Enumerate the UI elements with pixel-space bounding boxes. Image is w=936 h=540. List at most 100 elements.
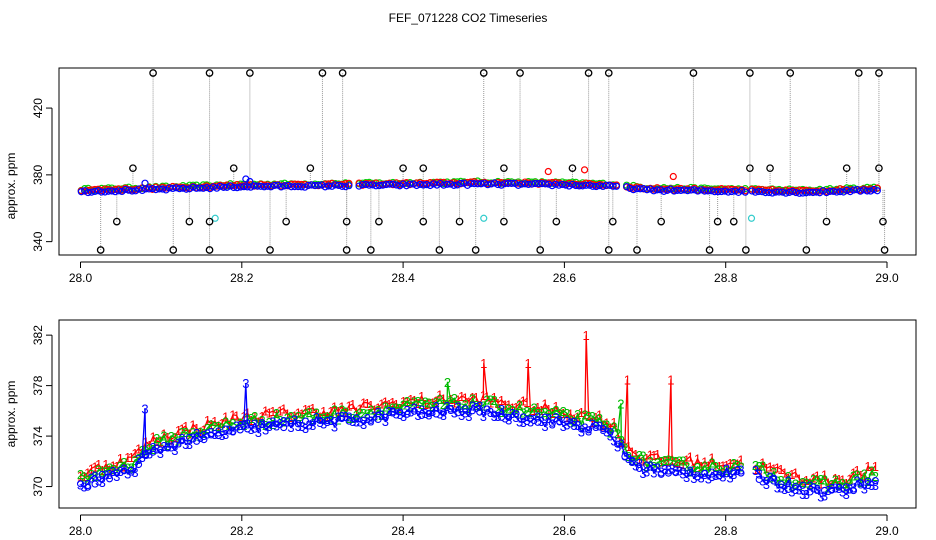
bottom-point bbox=[135, 461, 143, 469]
top-series-point bbox=[311, 181, 319, 190]
bottom-series-1-label: 1 bbox=[120, 460, 127, 475]
bottom-point bbox=[149, 448, 157, 456]
bottom-series-3-label: 3 bbox=[356, 414, 363, 429]
top-series-point bbox=[873, 187, 881, 195]
bottom-series-3-label: 3 bbox=[708, 465, 715, 480]
bottom-series-3-label: 3 bbox=[91, 468, 98, 483]
bottom-series-1-label: 1 bbox=[570, 412, 577, 427]
bottom-series-3-label: 3 bbox=[414, 408, 421, 423]
top-series-point bbox=[636, 185, 644, 193]
bottom-point bbox=[294, 420, 302, 428]
bottom-series-2-label: 2 bbox=[110, 462, 117, 477]
top-series-point bbox=[514, 179, 522, 187]
bottom-series-1-label: 1 bbox=[835, 472, 842, 487]
bottom-series-2-label: 2 bbox=[164, 438, 171, 453]
top-series-point bbox=[409, 180, 417, 188]
bottom-point bbox=[403, 410, 411, 418]
top-outlier-point bbox=[842, 164, 851, 173]
bottom-series-1-label: 1 bbox=[810, 471, 817, 486]
bottom-series-2-label: 2 bbox=[556, 407, 563, 422]
top-outlier-point bbox=[516, 69, 524, 77]
bottom-series-3-label: 3 bbox=[284, 414, 291, 429]
bottom-series-3-label: 3 bbox=[182, 437, 189, 452]
top-series-point bbox=[382, 180, 390, 189]
bottom-series-3-label: 3 bbox=[759, 474, 766, 489]
bottom-series-1-label: 1 bbox=[302, 402, 309, 417]
bottom-point bbox=[164, 444, 172, 452]
bottom-series-1-label: 1 bbox=[117, 451, 124, 466]
top-series-point bbox=[663, 186, 671, 194]
top-series-point bbox=[521, 180, 529, 188]
bottom-series-2-label: 2 bbox=[483, 392, 490, 407]
top-series-point bbox=[609, 182, 617, 190]
top-outlier-point bbox=[742, 246, 750, 254]
bottom-series-1-label: 1 bbox=[770, 461, 777, 476]
bottom-series-3-label: 3 bbox=[817, 490, 824, 505]
bottom-series-1-label: 1 bbox=[179, 421, 186, 436]
bottom-series-3-label: 3 bbox=[189, 430, 196, 445]
bottom-point bbox=[454, 409, 462, 417]
bottom-series-1-label: 1 bbox=[756, 462, 763, 477]
bottom-series-1-label: 1 bbox=[708, 450, 715, 465]
bottom-series-1-label: 1 bbox=[667, 372, 674, 387]
bottom-series-3-label: 3 bbox=[110, 464, 117, 479]
bottom-series-1-label: 1 bbox=[255, 414, 262, 429]
bottom-series-1-label: 1 bbox=[469, 390, 476, 405]
bottom-series-1-label: 1 bbox=[371, 402, 378, 417]
bottom-point bbox=[730, 468, 738, 476]
bottom-series-3-label: 3 bbox=[106, 467, 113, 482]
top-series-point bbox=[734, 186, 743, 194]
bottom-series-2-label: 2 bbox=[465, 402, 472, 417]
top-series-point bbox=[270, 181, 278, 190]
bottom-point bbox=[871, 477, 879, 485]
bottom-series-3-label: 3 bbox=[502, 410, 509, 425]
bottom-series-2-label: 2 bbox=[306, 405, 313, 420]
bottom-series-1-label: 1 bbox=[643, 451, 650, 466]
bottom-series-3-label: 3 bbox=[480, 409, 487, 424]
bottom-series-1-label: 1 bbox=[491, 390, 498, 405]
top-outlier-point bbox=[536, 246, 545, 254]
top-series-point bbox=[250, 182, 258, 190]
bottom-series-3-label: 3 bbox=[476, 398, 483, 413]
top-y-axis-label: approx. ppm bbox=[4, 153, 18, 220]
bottom-series-2-label: 2 bbox=[146, 441, 153, 456]
bottom-series-2-label: 2 bbox=[806, 477, 813, 492]
top-outlier-point bbox=[282, 217, 291, 226]
bottom-series-3-label: 3 bbox=[694, 469, 701, 484]
bottom-series-2-label: 2 bbox=[658, 454, 665, 469]
top-outlier-point bbox=[822, 217, 831, 226]
bottom-series-1-label: 1 bbox=[436, 387, 443, 402]
bottom-point bbox=[171, 441, 179, 449]
top-series-point bbox=[246, 177, 254, 186]
bottom-series-3-label: 3 bbox=[88, 470, 95, 485]
bottom-series-1-label: 1 bbox=[414, 396, 421, 411]
bottom-series-3-label: 3 bbox=[400, 409, 407, 424]
top-series-point bbox=[853, 185, 861, 194]
bottom-series-2-label: 2 bbox=[512, 405, 519, 420]
top-outlier-point bbox=[500, 164, 508, 173]
bottom-series-3-label: 3 bbox=[429, 404, 436, 419]
bottom-series-3-label: 3 bbox=[788, 485, 795, 500]
top-series-point bbox=[599, 182, 607, 191]
bottom-series-3-label: 3 bbox=[197, 430, 204, 445]
bottom-series-2-label: 2 bbox=[487, 392, 494, 407]
bottom-point bbox=[236, 426, 244, 434]
bottom-series-3-label: 3 bbox=[226, 422, 233, 437]
top-series-point bbox=[728, 187, 736, 196]
top-series-point bbox=[592, 182, 600, 191]
top-x-tick-label: 28.6 bbox=[553, 271, 577, 285]
top-series-point bbox=[731, 187, 739, 195]
bottom-point bbox=[563, 416, 571, 424]
bottom-series-3-label: 3 bbox=[462, 406, 469, 421]
bottom-point bbox=[755, 475, 763, 484]
top-series-point bbox=[680, 186, 688, 194]
top-series-point bbox=[765, 188, 773, 197]
bottom-series-1-label: 1 bbox=[131, 446, 138, 461]
bottom-series-2-label: 2 bbox=[650, 459, 657, 474]
bottom-series-2-label: 2 bbox=[563, 406, 570, 421]
bottom-series-2-label: 2 bbox=[592, 413, 599, 428]
top-series-point bbox=[331, 181, 339, 189]
bottom-point bbox=[381, 413, 389, 421]
bottom-point bbox=[490, 410, 498, 418]
top-series-point bbox=[338, 182, 346, 190]
